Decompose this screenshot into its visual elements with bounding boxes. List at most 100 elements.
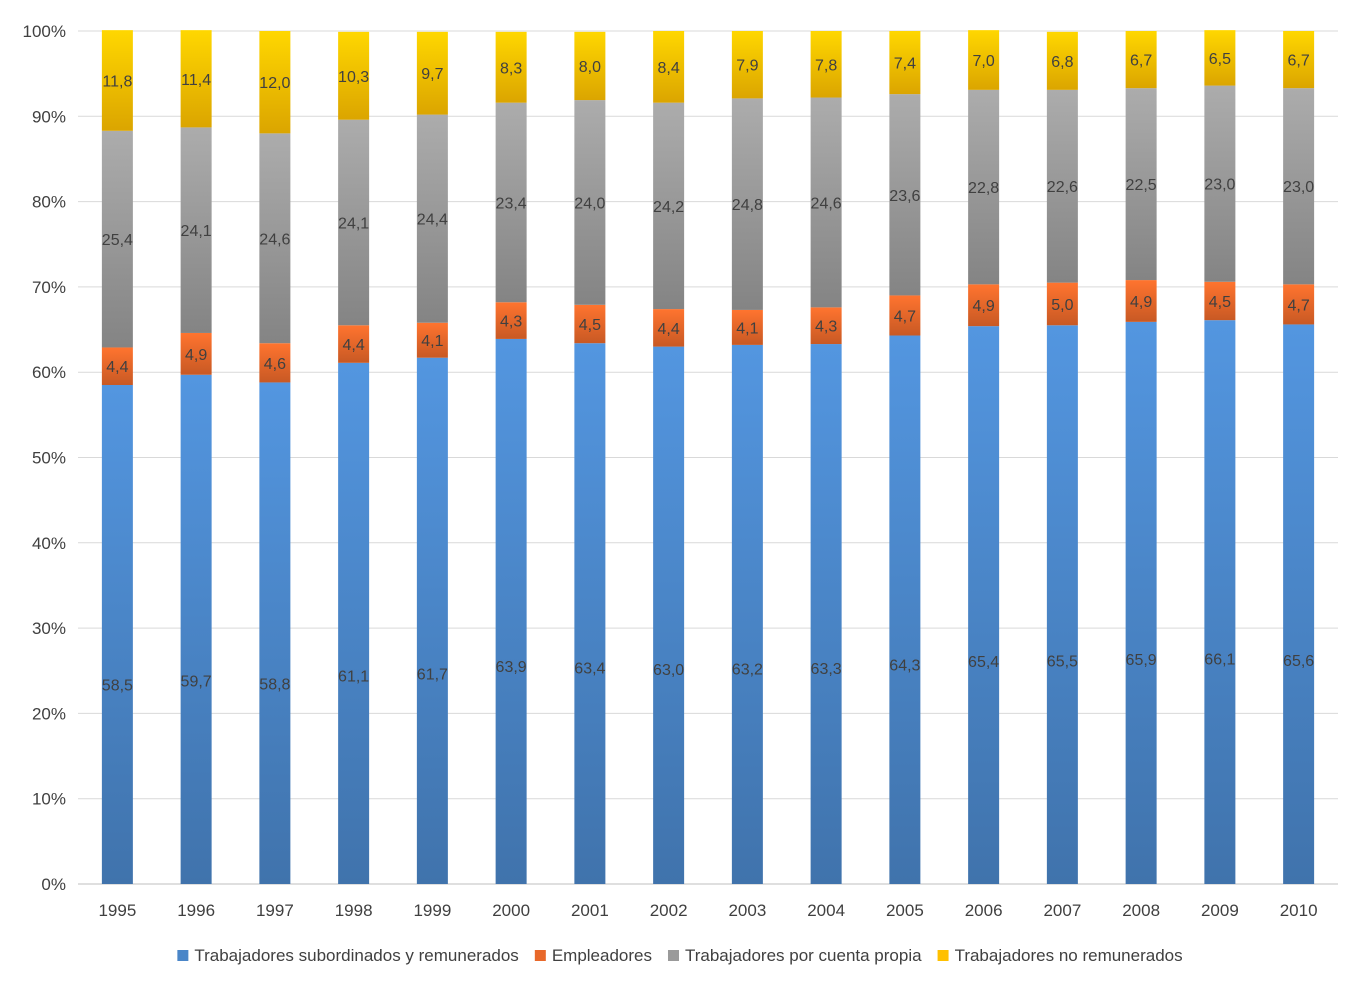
data-label: 59,7 [181,673,212,690]
bar-stack-2006 [968,30,1000,884]
legend-label: Trabajadores por cuenta propia [685,946,922,965]
x-tick-label: 2007 [1043,901,1081,920]
legend-label: Trabajadores subordinados y remunerados [194,946,518,965]
data-label: 25,4 [102,232,133,249]
x-tick-label: 2004 [807,901,845,920]
data-label: 63,3 [811,661,842,678]
bar-segment [1046,325,1078,884]
bar-stack-1997 [259,31,291,884]
bar-segment [1283,324,1315,884]
legend-swatch [667,950,679,961]
x-tick-label: 1996 [177,901,215,920]
y-tick-label: 100% [23,22,66,41]
x-tick-label: 1998 [335,901,373,920]
x-tick-label: 2005 [886,901,924,920]
bar-segment [416,31,448,115]
bar-segment [653,309,685,347]
legend-item: Trabajadores por cuenta propia [667,946,922,965]
bar-segment [810,97,842,308]
bar-segment [180,30,212,128]
bar-segment [653,346,685,884]
bar-segment [1125,280,1157,322]
legend-item: Trabajadores subordinados y remunerados [177,946,519,965]
bar-stack-2005 [889,31,921,884]
bar-segment [180,374,212,884]
data-label: 4,9 [973,298,995,315]
data-label: 23,6 [889,188,920,205]
data-label: 61,7 [417,666,448,683]
bar-segment [1125,88,1157,281]
x-tick-label: 2002 [650,901,688,920]
x-tick-label: 2000 [492,901,530,920]
bar-segment [968,89,1000,285]
bar-stack-1995 [101,30,133,884]
data-label: 61,1 [338,669,369,686]
data-label: 23,4 [496,195,527,212]
bar-segment [259,31,291,134]
data-label: 24,6 [811,195,842,212]
bar-segment [653,31,685,103]
x-tick-label: 2008 [1122,901,1160,920]
data-label: 4,6 [264,356,286,373]
bar-segment [101,347,133,385]
data-label: 8,3 [500,60,522,77]
bar-segment [338,362,370,884]
bar-segment [259,343,291,383]
data-label: 10,3 [338,69,369,86]
data-label: 65,4 [968,654,999,671]
legend-item: Empleadores [534,946,652,965]
data-label: 63,2 [732,661,763,678]
y-tick-label: 20% [32,704,66,723]
bar-segment [1046,89,1078,283]
bar-segment [338,31,370,120]
data-label: 4,1 [736,320,758,337]
legend-item: Trabajadores no remunerados [937,946,1183,965]
data-label: 24,0 [574,195,605,212]
bar-segment [259,382,291,884]
data-label: 7,0 [973,53,995,70]
bar-stack-1999 [416,31,448,885]
data-label: 4,1 [421,333,443,350]
bar-segment [416,114,448,323]
y-tick-label: 60% [32,363,66,382]
x-tick-label: 1997 [256,901,294,920]
bars [101,30,1315,885]
data-label: 65,6 [1283,653,1314,670]
data-label: 11,4 [181,72,211,89]
data-label: 23,0 [1283,179,1314,196]
bar-segment [889,295,921,336]
data-label: 4,4 [343,337,365,354]
data-label: 6,8 [1051,54,1073,71]
bar-segment [810,344,842,884]
bar-segment [731,31,763,99]
bar-segment [1046,31,1078,90]
bar-stack-2003 [731,31,763,884]
data-label: 4,5 [579,317,601,334]
bar-segment [574,304,606,344]
bar-segment [1283,284,1315,325]
x-tick-label: 2006 [965,901,1003,920]
x-tick-label: 1995 [98,901,136,920]
y-tick-label: 70% [32,278,66,297]
bar-segment [101,130,133,348]
legend: Trabajadores subordinados y remunerados E… [177,946,1183,965]
data-label: 4,4 [658,321,680,338]
legend-label: Empleadores [552,946,652,965]
bar-segment [889,31,921,95]
bar-segment [889,335,921,884]
bar-segment [1046,282,1078,326]
bar-segment [731,344,763,884]
bar-segment [495,31,527,103]
bar-stack-2001 [574,31,606,884]
data-label: 66,1 [1204,651,1235,668]
bar-segment [416,357,448,885]
legend-swatch [937,950,949,961]
data-label: 63,4 [574,661,605,678]
data-label: 12,0 [259,75,290,92]
bar-segment [968,326,1000,884]
bar-segment [1283,88,1315,285]
y-tick-label: 10% [32,790,66,809]
y-tick-label: 30% [32,619,66,638]
bar-segment [495,302,527,339]
